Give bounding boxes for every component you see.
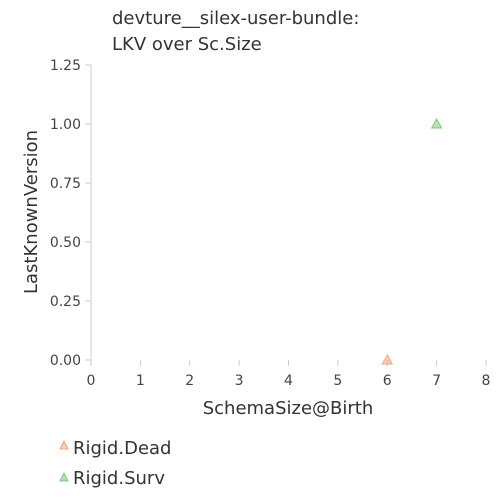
legend-label-rigid-dead: Rigid.Dead — [73, 438, 171, 459]
x-tick-label: 7 — [432, 373, 441, 389]
legend-label-rigid-surv: Rigid.Surv — [73, 468, 165, 489]
x-tick-label: 8 — [482, 373, 491, 389]
y-tick-label: 1.00 — [50, 117, 81, 133]
x-tick-label: 5 — [333, 373, 342, 389]
legend-marker-rigid-dead — [59, 439, 69, 450]
legend: Rigid.Dead Rigid.Surv — [59, 438, 171, 489]
chart-title-line-2: LKV over Sc.Size — [112, 34, 262, 55]
x-tick-label: 4 — [284, 373, 293, 389]
chart-title: devture__silex-user-bundle: LKV over Sc.… — [112, 8, 359, 55]
x-tick-label: 0 — [87, 373, 96, 389]
y-tick-label: 0.50 — [50, 235, 81, 251]
chart-title-line-1: devture__silex-user-bundle: — [112, 8, 359, 29]
x-tick-label: 1 — [136, 373, 145, 389]
x-axis-title: SchemaSize@Birth — [203, 398, 374, 419]
x-axis-ticks: 0 1 2 3 4 5 6 7 8 — [87, 360, 491, 389]
data-points — [381, 117, 443, 365]
y-axis-title: LastKnownVersion — [21, 130, 42, 294]
legend-marker-rigid-surv — [59, 471, 69, 482]
legend-item-rigid-dead[interactable]: Rigid.Dead — [59, 438, 171, 459]
y-tick-label: 0.00 — [50, 353, 81, 369]
y-tick-label: 1.25 — [50, 58, 81, 74]
y-tick-label: 0.75 — [50, 176, 81, 192]
x-tick-label: 3 — [235, 373, 244, 389]
y-axis-ticks: 0.00 0.25 0.50 0.75 1.00 1.25 — [50, 58, 91, 369]
x-tick-label: 6 — [383, 373, 392, 389]
data-point-rigid-surv[interactable] — [430, 117, 443, 129]
data-point-rigid-dead[interactable] — [381, 353, 394, 365]
y-tick-label: 0.25 — [50, 294, 81, 310]
legend-item-rigid-surv[interactable]: Rigid.Surv — [59, 468, 165, 489]
x-tick-label: 2 — [185, 373, 194, 389]
